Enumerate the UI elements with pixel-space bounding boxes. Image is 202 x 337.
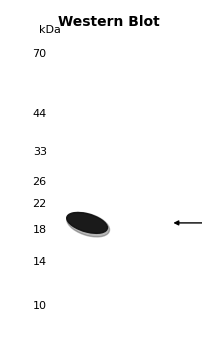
Text: kDa: kDa — [38, 25, 60, 35]
Text: 26: 26 — [32, 177, 46, 187]
Text: 14: 14 — [32, 257, 46, 267]
Ellipse shape — [66, 213, 109, 237]
Text: 22: 22 — [32, 199, 46, 209]
Text: 33: 33 — [33, 147, 46, 157]
Text: 18: 18 — [32, 225, 46, 235]
Text: Western Blot: Western Blot — [57, 15, 159, 29]
Text: 70: 70 — [32, 49, 46, 59]
Text: 44: 44 — [32, 109, 46, 119]
Text: 10: 10 — [33, 301, 46, 311]
Ellipse shape — [66, 212, 107, 233]
